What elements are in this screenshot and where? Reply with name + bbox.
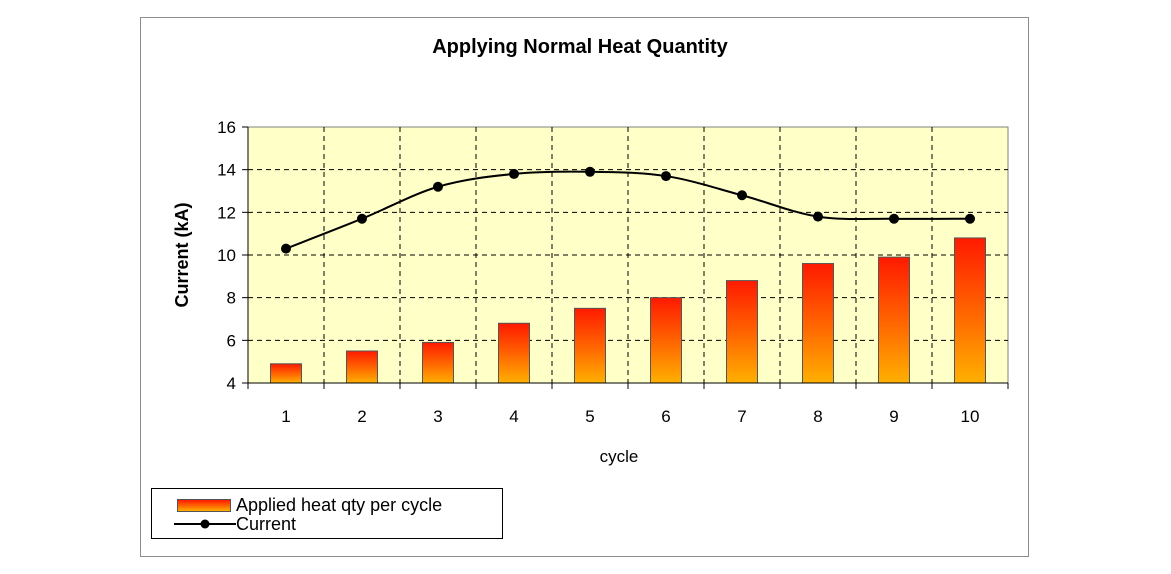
bar-heat-qty <box>802 263 834 384</box>
point-current <box>433 181 443 192</box>
x-tick-label: 5 <box>585 407 594 426</box>
x-tick-label: 8 <box>813 407 822 426</box>
legend-item-bars: Applied heat qty per cycle <box>152 495 502 515</box>
legend-bar-swatch <box>177 499 231 512</box>
y-tick-label: 14 <box>217 161 236 180</box>
point-current <box>509 168 519 179</box>
x-tick-label: 9 <box>889 407 898 426</box>
y-tick-label: 4 <box>227 374 236 393</box>
bar-heat-qty <box>878 256 910 384</box>
x-tick-label: 4 <box>509 407 518 426</box>
bar-heat-qty <box>954 237 986 384</box>
point-current <box>737 190 747 201</box>
y-tick-label: 10 <box>217 246 236 265</box>
x-axis-label: cycle <box>600 447 639 466</box>
legend-label-bars: Applied heat qty per cycle <box>236 495 443 515</box>
y-axis-label: Current (kA) <box>172 202 192 307</box>
bar-heat-qty <box>574 307 606 384</box>
bar-heat-qty <box>726 280 758 384</box>
y-tick-label: 12 <box>217 203 236 222</box>
point-current <box>813 211 823 222</box>
chart-title: Applying Normal Heat Quantity <box>432 36 728 58</box>
bar-heat-qty <box>270 363 302 384</box>
bar-heat-qty <box>498 322 530 384</box>
y-tick-label: 6 <box>227 331 236 350</box>
point-current <box>585 166 595 177</box>
x-tick-label: 7 <box>737 407 746 426</box>
point-current <box>965 213 975 224</box>
legend-line-swatch <box>174 519 236 529</box>
x-tick-label: 2 <box>357 407 366 426</box>
line-layer <box>281 166 975 254</box>
line-current <box>285 170 971 250</box>
bar-heat-qty <box>346 350 378 384</box>
x-tick-label: 1 <box>281 407 290 426</box>
y-tick-label: 8 <box>227 289 236 308</box>
bar-heat-qty <box>650 297 682 384</box>
point-current <box>357 213 367 224</box>
bar-heat-qty <box>422 341 454 384</box>
y-tick-label: 16 <box>217 118 236 137</box>
legend-label-line: Current <box>236 514 297 534</box>
point-current <box>889 213 899 224</box>
x-tick-label: 3 <box>433 407 442 426</box>
x-tick-label: 6 <box>661 407 670 426</box>
point-current <box>661 171 671 182</box>
legend: Applied heat qty per cycle Current <box>151 488 503 539</box>
point-current <box>281 243 291 254</box>
legend-item-line: Current <box>152 514 502 534</box>
x-tick-label: 10 <box>961 407 980 426</box>
